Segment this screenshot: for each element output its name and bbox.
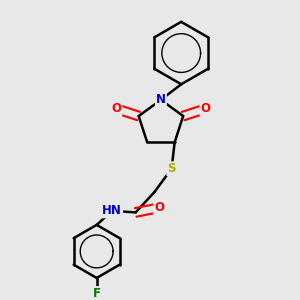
Text: O: O bbox=[154, 201, 164, 214]
Text: F: F bbox=[93, 287, 101, 300]
Text: HN: HN bbox=[102, 204, 122, 217]
Text: O: O bbox=[111, 102, 122, 115]
Text: S: S bbox=[167, 162, 176, 175]
Text: O: O bbox=[200, 102, 210, 115]
Text: N: N bbox=[156, 93, 166, 106]
